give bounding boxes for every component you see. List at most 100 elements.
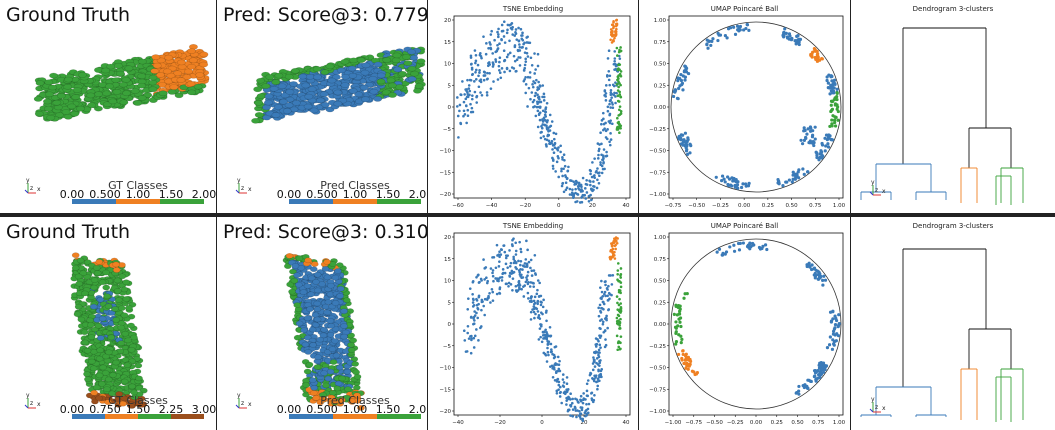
y-tick-label: 20 <box>444 235 451 241</box>
point <box>186 80 196 87</box>
tsne-point <box>584 414 587 418</box>
point <box>333 268 342 274</box>
point <box>304 93 314 100</box>
tsne-point <box>501 268 505 271</box>
x-tick-label: 1.00 <box>833 203 846 209</box>
tsne-point <box>615 18 619 22</box>
tsne-point <box>471 73 474 77</box>
tsne-point <box>593 157 596 160</box>
tsne-point <box>576 400 580 403</box>
tsne-point <box>524 83 528 86</box>
tsne-point <box>536 109 540 113</box>
tsne-point <box>562 385 566 388</box>
umap-point <box>674 342 678 346</box>
x-tick-label: 0.00 <box>738 203 751 209</box>
colorbar-tick-label: 2.00 <box>192 188 216 201</box>
tsne-point <box>467 297 470 300</box>
colorbar-tick-label: 0.750 <box>89 403 121 416</box>
point <box>199 51 209 58</box>
tsne-point <box>596 384 600 388</box>
tsne-point <box>467 87 471 90</box>
point <box>280 92 290 99</box>
tsne-point <box>545 336 548 340</box>
umap-title-1: UMAP Poincaré Ball <box>710 5 779 13</box>
point <box>311 321 320 328</box>
umap-point <box>835 95 839 99</box>
point <box>303 283 312 289</box>
tsne-point <box>579 417 583 420</box>
tsne-point <box>500 23 504 27</box>
y-tick-label: 5 <box>448 300 452 306</box>
tsne-point <box>470 106 474 110</box>
point <box>316 336 324 343</box>
point <box>74 303 83 310</box>
tsne-point <box>554 170 557 173</box>
umap-point <box>835 87 839 91</box>
point <box>150 68 160 74</box>
tsne-point <box>618 320 622 324</box>
tsne-point <box>466 108 470 112</box>
point <box>368 75 378 82</box>
tsne-point <box>474 77 478 81</box>
tsne-point <box>563 392 567 396</box>
point <box>308 326 317 333</box>
tsne-point <box>463 113 467 116</box>
point <box>112 359 120 366</box>
umap-point <box>716 38 720 43</box>
tsne-point <box>544 107 547 111</box>
tsne-point <box>527 260 531 264</box>
tsne-point <box>617 54 621 58</box>
tsne-point <box>511 289 514 292</box>
tsne-point <box>558 395 562 398</box>
tsne-point <box>503 41 507 44</box>
tsne-point <box>572 180 575 183</box>
point <box>295 320 304 327</box>
tsne-point <box>495 277 499 280</box>
x-tick-label: 40 <box>623 203 630 209</box>
tsne-point <box>508 51 512 55</box>
tsne-point <box>542 298 545 302</box>
tsne-point <box>609 257 612 261</box>
point <box>91 398 99 405</box>
point <box>94 91 104 98</box>
point <box>98 380 106 387</box>
umap-point <box>816 56 820 60</box>
col-separator <box>216 0 217 430</box>
tsne-point <box>593 176 596 180</box>
tsne-point <box>592 185 595 188</box>
tsne-point <box>614 247 617 251</box>
point <box>118 273 127 280</box>
point <box>357 404 365 411</box>
point <box>340 333 348 340</box>
point <box>290 277 299 284</box>
umap-point <box>738 241 742 245</box>
tsne-point <box>545 319 548 323</box>
tsne-point <box>606 109 610 113</box>
point <box>309 390 318 396</box>
point <box>112 316 121 323</box>
tsne-point <box>605 317 608 320</box>
tsne-point <box>618 90 621 94</box>
point <box>123 362 132 369</box>
tsne-point <box>562 381 566 384</box>
point <box>121 77 131 83</box>
tsne-point <box>536 125 540 129</box>
x-tick-label: 20 <box>589 203 596 209</box>
point <box>166 72 176 79</box>
umap-point <box>803 128 807 133</box>
umap-point <box>682 361 686 366</box>
tsne-point <box>475 101 479 104</box>
tsne-point <box>553 355 557 359</box>
tsne-point <box>609 274 612 277</box>
tsne-point <box>519 247 523 251</box>
tsne-point <box>503 58 507 62</box>
tsne-point <box>598 303 602 307</box>
umap-point <box>804 136 808 140</box>
tsne-point <box>615 27 618 31</box>
point <box>340 58 350 65</box>
dendro-title-2: Dendrogram 3-clusters <box>912 222 994 230</box>
umap-point <box>735 183 740 187</box>
tsne-point <box>515 290 519 293</box>
tsne-point <box>601 320 605 324</box>
